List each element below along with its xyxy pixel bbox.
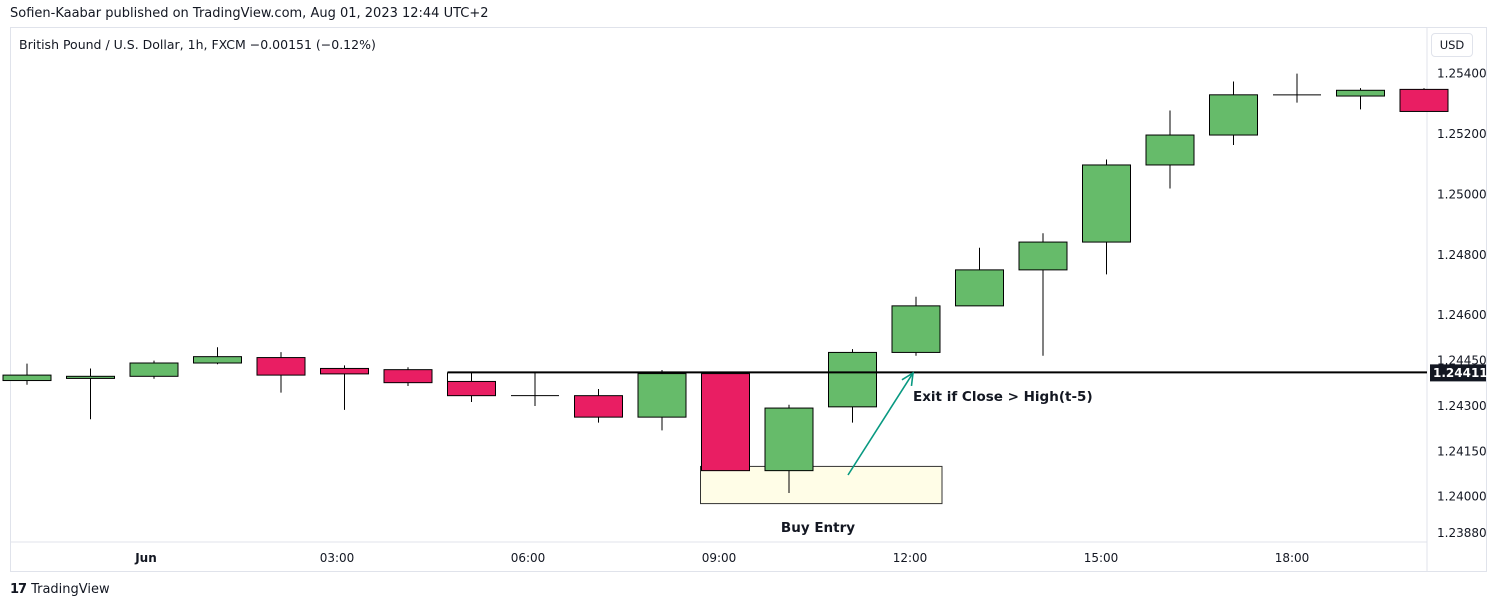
y-tick-label: 1.25200	[1437, 127, 1487, 141]
chart-frame	[10, 27, 1487, 572]
x-tick-label: 15:00	[1084, 551, 1119, 565]
candle-body	[1018, 241, 1068, 271]
x-tick-label: Jun	[134, 551, 157, 565]
y-tick-label: 1.24150	[1437, 444, 1487, 458]
candle-body	[891, 305, 941, 353]
y-tick-label: 1.25000	[1437, 187, 1487, 201]
x-tick-label: 18:00	[1275, 551, 1310, 565]
candle-body	[66, 375, 115, 379]
symbol-legend: British Pound / U.S. Dollar, 1h, FXCM −0…	[19, 37, 376, 52]
y-tick-label: 1.24300	[1437, 399, 1487, 413]
candle-body	[1336, 89, 1385, 97]
x-tick-label: 06:00	[511, 551, 546, 565]
entry-box	[700, 465, 943, 505]
candle-body	[955, 269, 1004, 307]
x-tick-label: 12:00	[893, 551, 928, 565]
x-tick-label: 03:00	[320, 551, 355, 565]
y-tick-label: 1.24000	[1437, 490, 1487, 504]
candle-body	[574, 395, 623, 418]
candle-body	[1082, 164, 1131, 243]
candle-body	[1209, 94, 1258, 136]
level-price-tag	[1430, 364, 1486, 382]
y-tick-label: 1.25400	[1437, 66, 1487, 80]
exit-arrow-head	[901, 371, 914, 387]
y-tick-label: 1.23880	[1437, 526, 1487, 540]
published-header: Sofien-Kaabar published on TradingView.c…	[10, 6, 489, 21]
exit-annotation: Exit if Close > High(t-5)	[913, 389, 1093, 405]
level-price-label: 1.24411	[1433, 366, 1488, 380]
candle-body	[1399, 88, 1449, 112]
candle-body	[828, 351, 877, 408]
currency-button[interactable]: USD	[1431, 33, 1473, 57]
x-tick-label: 09:00	[702, 551, 737, 565]
candle-body	[1145, 134, 1195, 166]
entry-annotation: Buy Entry	[781, 520, 855, 536]
y-tick-label: 1.24800	[1437, 248, 1487, 262]
candle-body	[2, 374, 52, 382]
candle-body	[320, 367, 369, 375]
tradingview-logo-icon: 𝟭𝟳	[10, 582, 27, 597]
y-tick-label: 1.24450	[1437, 354, 1487, 368]
candle-body	[447, 380, 496, 397]
candle-body	[701, 373, 750, 472]
candle-body	[764, 407, 814, 472]
footer-logo[interactable]: 𝟭𝟳 TradingView	[10, 582, 110, 597]
candle-body	[193, 356, 242, 364]
exit-arrow-line	[847, 372, 914, 476]
candle-body	[129, 362, 179, 377]
candle-body	[637, 373, 687, 418]
candle-body	[383, 369, 433, 384]
footer-logo-text: TradingView	[31, 582, 110, 597]
candle-body	[256, 357, 306, 376]
y-tick-label: 1.24600	[1437, 308, 1487, 322]
